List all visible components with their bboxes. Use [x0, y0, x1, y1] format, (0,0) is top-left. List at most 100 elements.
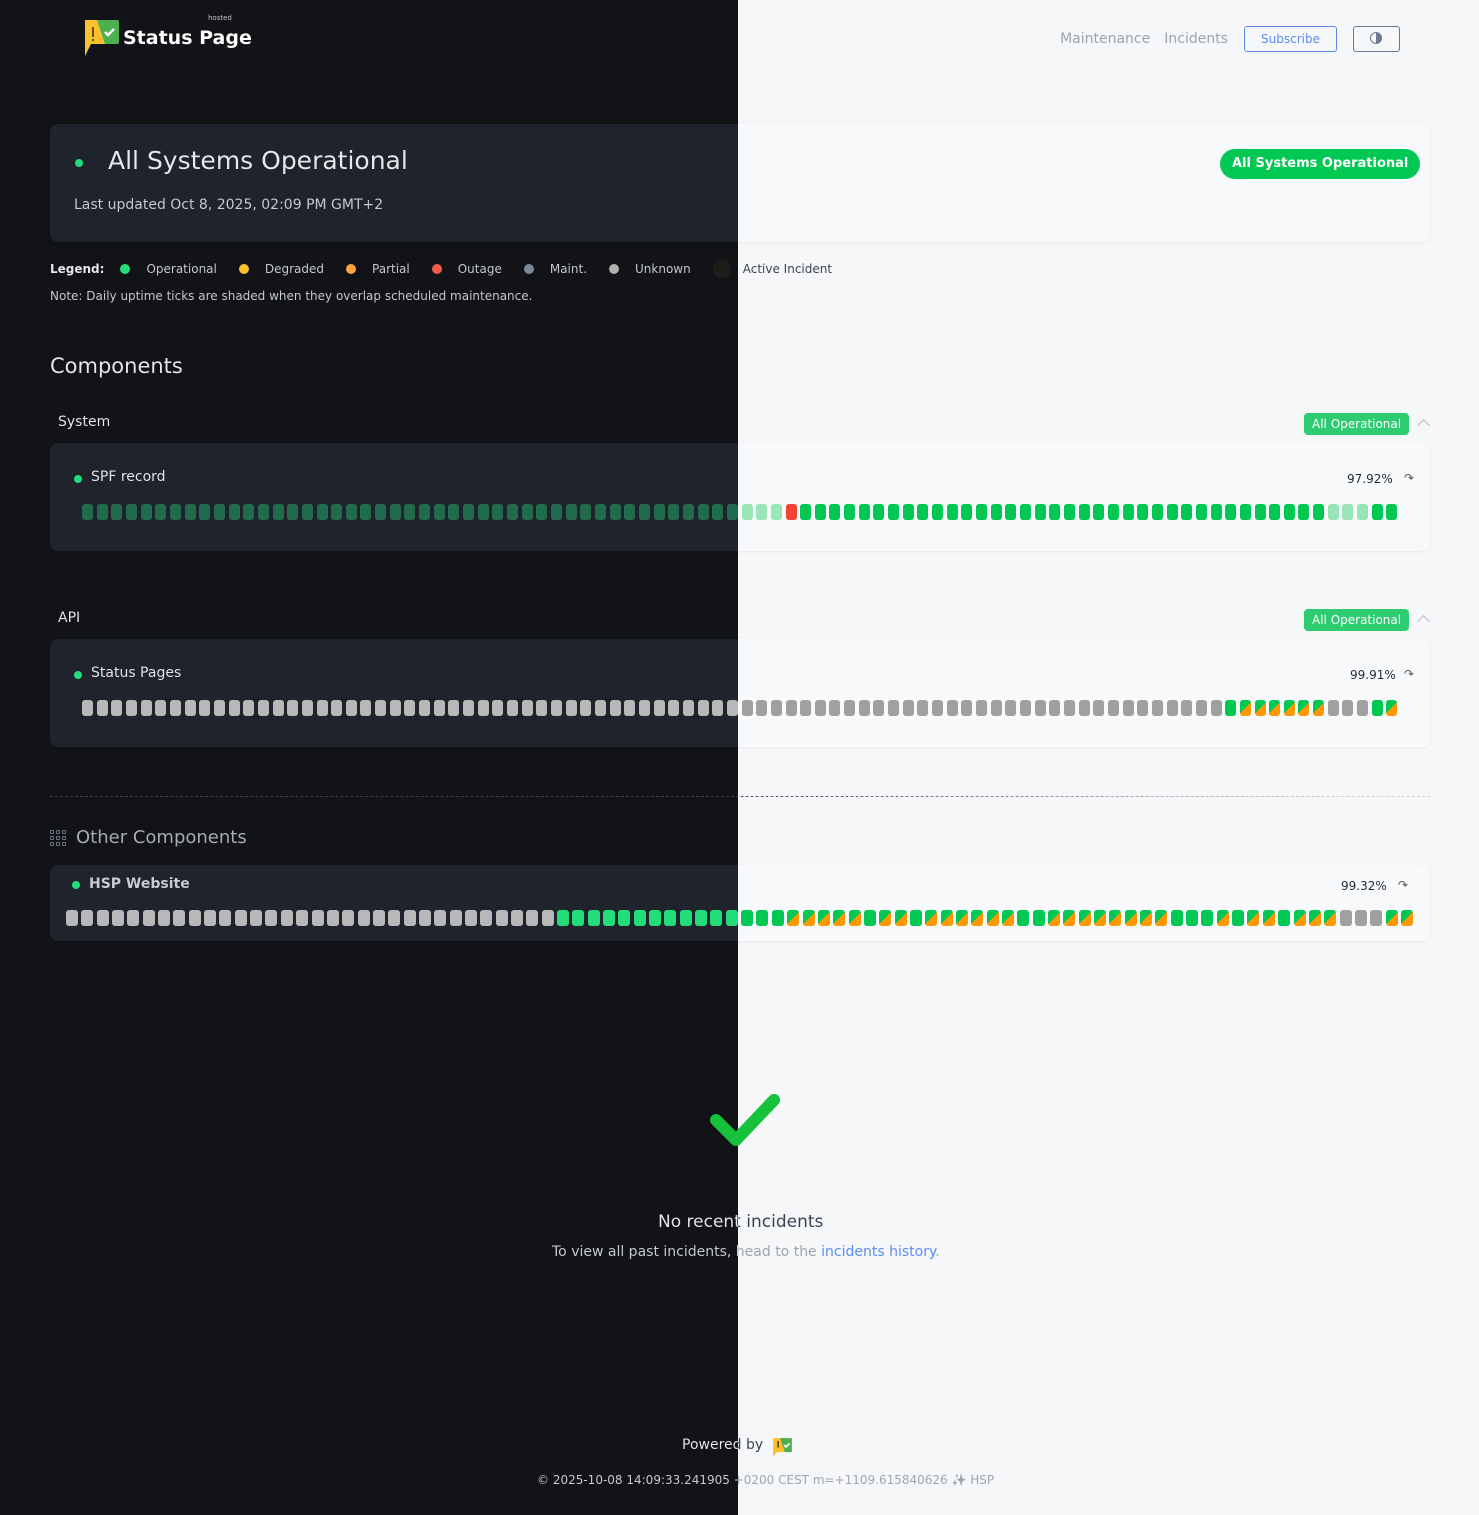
uptime-tick[interactable] — [682, 504, 694, 520]
uptime-tick[interactable] — [199, 700, 211, 716]
uptime-tick[interactable] — [712, 700, 724, 716]
uptime-tick[interactable] — [1078, 700, 1090, 716]
uptime-tick[interactable] — [1034, 504, 1046, 520]
uptime-tick[interactable] — [741, 910, 754, 926]
uptime-tick[interactable] — [1327, 700, 1339, 716]
uptime-tick[interactable] — [204, 910, 217, 926]
uptime-tick[interactable] — [112, 910, 125, 926]
uptime-tick[interactable] — [1210, 700, 1222, 716]
footer-logo-icon[interactable] — [772, 1438, 793, 1457]
uptime-tick[interactable] — [1122, 504, 1134, 520]
uptime-tick[interactable] — [770, 504, 782, 520]
uptime-tick[interactable] — [1201, 910, 1214, 926]
uptime-tick[interactable] — [492, 504, 504, 520]
uptime-tick[interactable] — [940, 910, 953, 926]
uptime-tick[interactable] — [653, 700, 665, 716]
uptime-tick[interactable] — [1342, 700, 1354, 716]
uptime-tick[interactable] — [495, 910, 508, 926]
uptime-tick[interactable] — [403, 910, 416, 926]
uptime-tick[interactable] — [477, 504, 489, 520]
uptime-tick[interactable] — [756, 504, 768, 520]
uptime-tick[interactable] — [932, 504, 944, 520]
uptime-tick[interactable] — [521, 504, 533, 520]
uptime-tick[interactable] — [142, 910, 155, 926]
chevron-up-icon[interactable] — [1417, 419, 1430, 432]
uptime-tick[interactable] — [311, 910, 324, 926]
uptime-tick[interactable] — [228, 504, 240, 520]
uptime-tick[interactable] — [96, 910, 109, 926]
logo[interactable]: hosted Status Page — [83, 14, 252, 60]
uptime-tick[interactable] — [1109, 910, 1122, 926]
uptime-tick[interactable] — [1093, 700, 1105, 716]
uptime-tick[interactable] — [1313, 700, 1325, 716]
uptime-tick[interactable] — [463, 504, 475, 520]
uptime-tick[interactable] — [1232, 910, 1245, 926]
uptime-tick[interactable] — [1327, 504, 1339, 520]
uptime-tick[interactable] — [155, 700, 167, 716]
uptime-tick[interactable] — [155, 504, 167, 520]
uptime-tick[interactable] — [434, 910, 447, 926]
uptime-tick[interactable] — [173, 910, 186, 926]
uptime-tick[interactable] — [679, 910, 692, 926]
uptime-tick[interactable] — [140, 504, 152, 520]
uptime-tick[interactable] — [169, 504, 181, 520]
uptime-tick[interactable] — [1308, 910, 1321, 926]
uptime-tick[interactable] — [419, 700, 431, 716]
uptime-tick[interactable] — [909, 910, 922, 926]
uptime-tick[interactable] — [653, 504, 665, 520]
uptime-tick[interactable] — [1216, 910, 1229, 926]
uptime-tick[interactable] — [961, 504, 973, 520]
uptime-tick[interactable] — [1385, 910, 1398, 926]
uptime-tick[interactable] — [946, 504, 958, 520]
uptime-tick[interactable] — [1371, 700, 1383, 716]
uptime-tick[interactable] — [228, 700, 240, 716]
uptime-tick[interactable] — [372, 910, 385, 926]
uptime-tick[interactable] — [280, 910, 293, 926]
uptime-tick[interactable] — [1048, 910, 1060, 926]
uptime-tick[interactable] — [594, 700, 606, 716]
uptime-tick[interactable] — [638, 700, 650, 716]
uptime-tick[interactable] — [1063, 700, 1075, 716]
uptime-tick[interactable] — [624, 700, 636, 716]
uptime-tick[interactable] — [829, 504, 841, 520]
refresh-icon[interactable]: ↷ — [1398, 878, 1409, 892]
uptime-tick[interactable] — [1094, 910, 1107, 926]
uptime-tick[interactable] — [848, 910, 861, 926]
uptime-tick[interactable] — [360, 700, 372, 716]
uptime-tick[interactable] — [169, 700, 181, 716]
uptime-tick[interactable] — [345, 504, 357, 520]
uptime-tick[interactable] — [265, 910, 278, 926]
uptime-tick[interactable] — [1262, 910, 1275, 926]
uptime-tick[interactable] — [888, 700, 900, 716]
uptime-tick[interactable] — [521, 700, 533, 716]
uptime-tick[interactable] — [609, 700, 621, 716]
uptime-tick[interactable] — [618, 910, 631, 926]
uptime-tick[interactable] — [213, 504, 225, 520]
uptime-tick[interactable] — [814, 700, 826, 716]
uptime-tick[interactable] — [741, 700, 753, 716]
uptime-tick[interactable] — [1313, 504, 1325, 520]
uptime-tick[interactable] — [1137, 504, 1149, 520]
uptime-tick[interactable] — [829, 700, 841, 716]
uptime-tick[interactable] — [360, 504, 372, 520]
uptime-tick[interactable] — [1386, 504, 1398, 520]
uptime-tick[interactable] — [925, 910, 938, 926]
uptime-tick[interactable] — [1269, 700, 1281, 716]
uptime-tick[interactable] — [976, 504, 988, 520]
uptime-tick[interactable] — [609, 504, 621, 520]
uptime-tick[interactable] — [1283, 700, 1295, 716]
uptime-tick[interactable] — [272, 700, 284, 716]
uptime-tick[interactable] — [82, 504, 93, 520]
uptime-tick[interactable] — [250, 910, 263, 926]
uptime-tick[interactable] — [448, 504, 460, 520]
uptime-tick[interactable] — [188, 910, 201, 926]
uptime-tick[interactable] — [1063, 504, 1075, 520]
uptime-tick[interactable] — [1020, 504, 1031, 520]
uptime-tick[interactable] — [1195, 504, 1207, 520]
uptime-tick[interactable] — [800, 700, 812, 716]
uptime-tick[interactable] — [695, 910, 708, 926]
uptime-tick[interactable] — [1140, 910, 1153, 926]
uptime-tick[interactable] — [1005, 504, 1017, 520]
uptime-tick[interactable] — [316, 504, 328, 520]
uptime-tick[interactable] — [668, 504, 680, 520]
